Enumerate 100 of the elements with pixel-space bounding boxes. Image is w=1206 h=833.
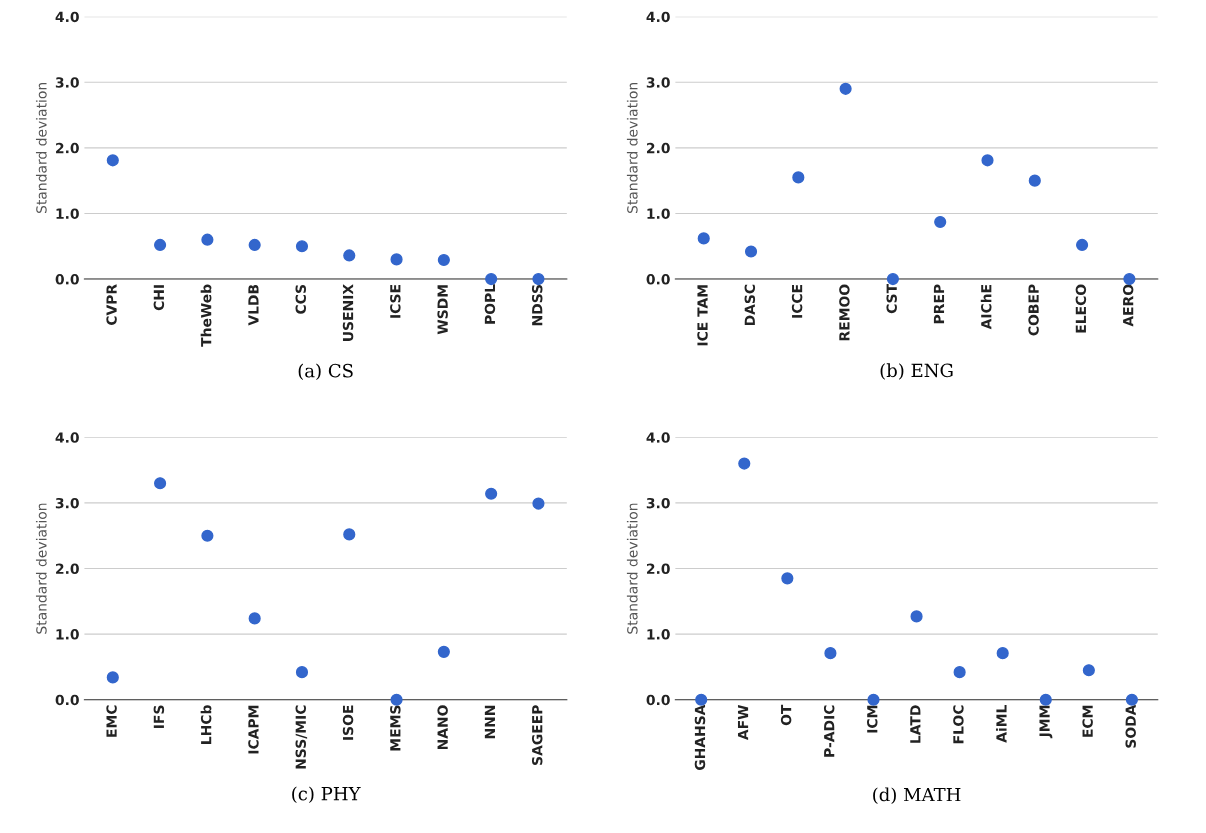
point (744, 245, 758, 258)
x-tick-label: SODA (1125, 704, 1136, 748)
point (953, 666, 966, 679)
point (697, 232, 710, 245)
x-tick-label: FLOC (953, 705, 964, 744)
x-tick-label: CCS (295, 284, 306, 314)
y-tick-label: 4.0 (55, 432, 79, 443)
point (390, 253, 403, 266)
point (390, 693, 403, 706)
point (437, 253, 450, 267)
x-tick-label: AIChE (980, 284, 992, 330)
y-tick-label: 0.0 (55, 694, 79, 706)
point (781, 572, 794, 585)
x-tick-label: AiML (995, 704, 1007, 743)
y-tick-label: 3.0 (55, 497, 79, 509)
x-tick-label: ICAPM (248, 705, 259, 754)
x-tick-label: ICCE (791, 284, 803, 318)
x-tick-label: ICSE (390, 284, 401, 318)
point (996, 647, 1009, 660)
y-tick-label: 0.0 (646, 694, 670, 706)
point (981, 154, 994, 167)
x-tick-label: MEMS (390, 705, 401, 751)
y-tick-label: 1.0 (647, 208, 670, 219)
x-tick-label: CVPR (106, 284, 117, 326)
x-tick-label: ICE TAM (697, 285, 708, 346)
y-tick-label: 4.0 (55, 11, 79, 23)
x-axis-title: (b) ENG (880, 363, 953, 380)
point (248, 612, 261, 625)
x-tick-label: LATD (910, 705, 921, 743)
point (106, 154, 119, 167)
x-tick-label: POPL (484, 284, 496, 324)
point (824, 647, 837, 660)
x-tick-label: NSS/MIC (295, 705, 308, 769)
y-tick-label: 3.0 (55, 77, 79, 88)
x-tick-label: CHI (153, 285, 165, 311)
x-tick-label: NANO (437, 705, 448, 750)
point (1039, 693, 1052, 706)
x-tick-label: CST (886, 283, 897, 314)
point (343, 528, 356, 541)
y-tick-label: 4.0 (646, 11, 670, 23)
y-tick-label: 1.0 (647, 629, 670, 640)
point (295, 666, 309, 679)
x-tick-label: P-ADIC (823, 705, 835, 757)
y-tick-label: 3.0 (646, 497, 670, 509)
x-tick-label: COBEP (1028, 284, 1039, 336)
y-tick-label: 1.0 (56, 208, 79, 219)
point (437, 645, 450, 658)
point (839, 82, 852, 95)
x-tick-label: ECM (1082, 705, 1093, 737)
point (154, 238, 167, 252)
x-tick-label: ICM (867, 705, 878, 733)
x-tick-label: AERO (1122, 284, 1134, 327)
point (695, 693, 708, 706)
x-tick-label: EMC (106, 705, 117, 737)
y-axis-title: Standard deviation (35, 503, 47, 634)
point (295, 240, 309, 253)
y-axis-title: Standard deviation (626, 503, 638, 634)
x-tick-label: LHCb (200, 705, 212, 744)
point (201, 233, 214, 246)
y-tick-label: 2.0 (56, 563, 79, 574)
x-tick-label: VLDB (248, 284, 259, 326)
point (792, 171, 805, 184)
x-axis-title: (d) MATH (873, 787, 961, 804)
x-tick-label: ISOE (342, 705, 354, 740)
y-tick-label: 0.0 (646, 274, 670, 285)
point (867, 693, 880, 706)
point (154, 477, 167, 490)
y-tick-label: 0.0 (55, 274, 79, 285)
y-tick-label: 4.0 (646, 432, 670, 443)
point (248, 238, 261, 252)
y-tick-label: 1.0 (56, 629, 79, 640)
point (934, 215, 947, 229)
point (343, 249, 356, 262)
point (1125, 693, 1138, 706)
x-tick-label: ELECO (1075, 284, 1087, 333)
y-axis-title: Standard deviation (626, 82, 638, 214)
x-axis-title: (c) PHY (292, 786, 361, 804)
x-tick-label: TheWeb (200, 284, 212, 347)
point (910, 610, 923, 623)
point (485, 487, 498, 500)
x-tick-label: NNN (484, 705, 495, 739)
point (1076, 238, 1089, 252)
point (1082, 664, 1095, 677)
x-axis-title: (a) CS (298, 363, 353, 381)
y-tick-label: 2.0 (56, 142, 79, 154)
x-tick-label: IFS (153, 705, 165, 728)
x-tick-label: SAGEEP (531, 705, 543, 765)
point (1028, 174, 1041, 187)
x-tick-label: OT (780, 704, 792, 726)
x-tick-label: PREP (933, 284, 945, 324)
x-tick-label: AFW (737, 705, 749, 741)
point (532, 272, 545, 286)
y-tick-label: 2.0 (646, 142, 670, 154)
x-tick-label: DASC (744, 284, 756, 326)
point (106, 671, 119, 684)
point (738, 457, 751, 470)
point (532, 497, 545, 510)
point (201, 529, 214, 542)
x-tick-label: GHAHSA (694, 704, 706, 771)
x-tick-label: JMM (1039, 705, 1053, 739)
